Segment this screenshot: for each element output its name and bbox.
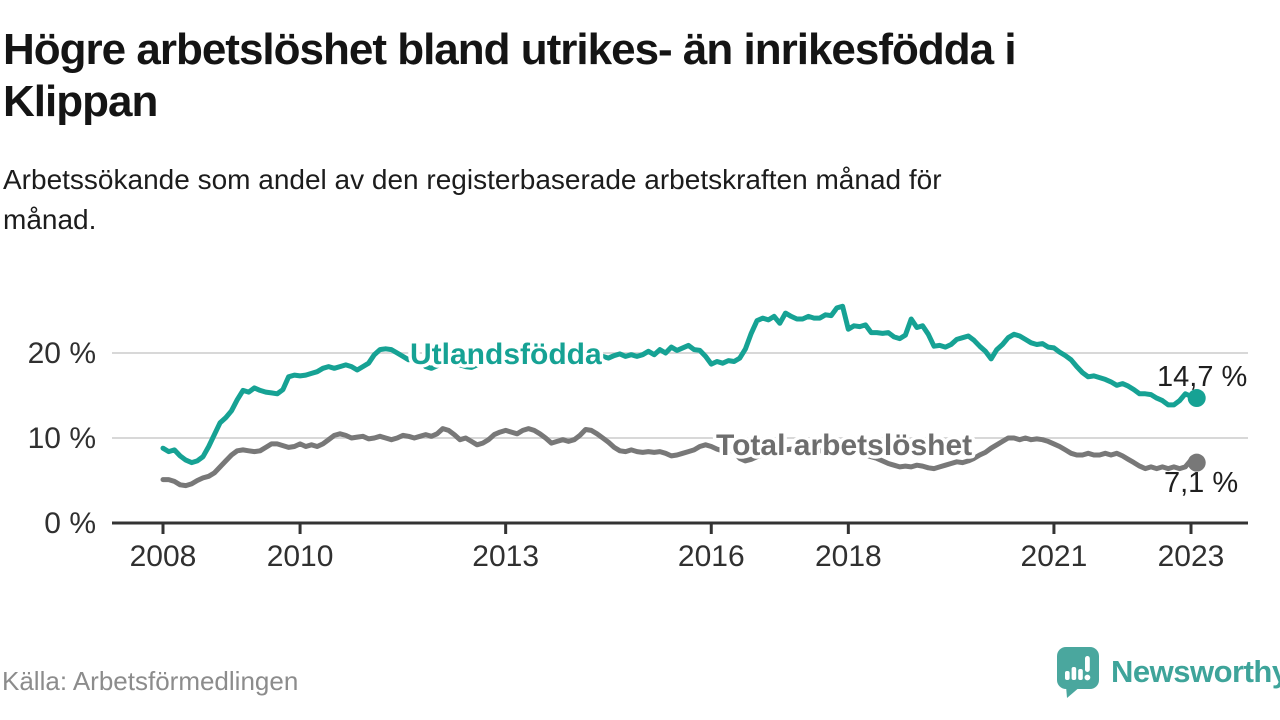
series-end-value-0: 14,7 %: [1157, 361, 1247, 393]
series-end-value-1: 7,1 %: [1164, 467, 1238, 499]
x-tick-label: 2023: [1158, 540, 1225, 573]
series-line-1: [160, 426, 1200, 489]
y-tick-label: 10 %: [28, 422, 96, 455]
x-tick-label: 2016: [678, 540, 745, 573]
page-subtitle-line2: månad.: [3, 204, 97, 235]
series-line-0: [160, 303, 1200, 466]
series-label-0: Utlandsfödda: [410, 338, 602, 371]
series-end-dot-1: [1187, 453, 1206, 472]
newsworthy-logo-icon: [1057, 647, 1099, 698]
y-tick-label: 20 %: [28, 337, 96, 370]
page-title: Högre arbetslöshet bland utrikes- än inr…: [3, 24, 1243, 128]
x-tick-label: 2013: [472, 540, 539, 573]
series-end-dot-0: [1187, 389, 1206, 408]
page-title-line2: Klippan: [3, 77, 158, 126]
newsworthy-brand: Newsworthy: [1056, 646, 1280, 698]
unemployment-line-chart: 0 % 10 % 20 % 2008 2010 2013 2016 2018 2021 2023 U…: [28, 303, 1248, 573]
source-note: Källa: Arbetsförmedlingen: [2, 666, 299, 696]
page-subtitle-line1: Arbetssökande som andel av den registerb…: [3, 164, 942, 195]
x-tick-label: 2021: [1021, 540, 1088, 573]
newsworthy-wordmark: Newsworthy: [1111, 654, 1280, 689]
x-tick-label: 2010: [267, 540, 334, 573]
x-tick-label: 2008: [130, 540, 197, 573]
series-label-1: Total arbetslöshet: [716, 429, 972, 462]
x-tick-label: 2018: [815, 540, 882, 573]
page-subtitle: Arbetssökande som andel av den registerb…: [3, 160, 1243, 240]
page-title-line1: Högre arbetslöshet bland utrikes- än inr…: [3, 25, 1017, 74]
y-tick-label: 0 %: [44, 507, 96, 540]
